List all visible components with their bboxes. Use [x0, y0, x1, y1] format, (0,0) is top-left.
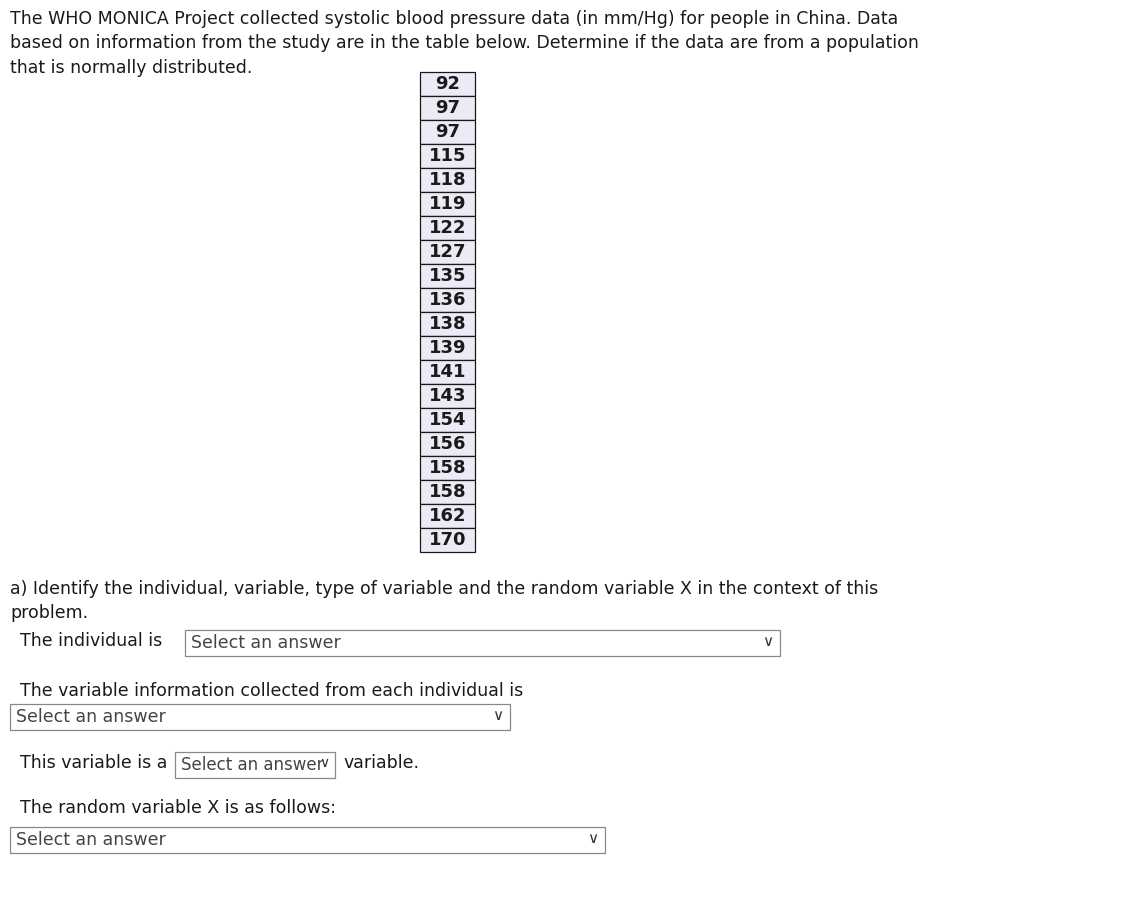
Text: The random variable X is as follows:: The random variable X is as follows:	[20, 799, 336, 817]
Text: 158: 158	[429, 483, 466, 501]
Text: The variable information collected from each individual is: The variable information collected from …	[20, 682, 524, 700]
Text: 139: 139	[429, 339, 466, 357]
Text: ∨: ∨	[492, 708, 503, 723]
Text: The individual is: The individual is	[20, 632, 162, 650]
Text: ∨: ∨	[319, 756, 329, 770]
Text: 135: 135	[429, 267, 466, 285]
Text: 115: 115	[429, 147, 466, 165]
Text: Select an answer: Select an answer	[16, 831, 166, 849]
Text: 118: 118	[429, 171, 466, 189]
Text: The WHO MONICA Project collected systolic blood pressure data (in mm/Hg) for peo: The WHO MONICA Project collected systoli…	[10, 10, 918, 77]
Text: 154: 154	[429, 411, 466, 429]
Text: 156: 156	[429, 435, 466, 453]
Text: 136: 136	[429, 291, 466, 309]
Text: 170: 170	[429, 531, 466, 549]
Text: Select an answer: Select an answer	[181, 756, 323, 774]
Text: 92: 92	[435, 75, 460, 93]
Text: variable.: variable.	[343, 754, 418, 772]
Text: This variable is a: This variable is a	[20, 754, 167, 772]
Text: 119: 119	[429, 195, 466, 213]
Text: Select an answer: Select an answer	[16, 708, 166, 726]
Text: 162: 162	[429, 507, 466, 525]
Text: 138: 138	[429, 315, 466, 333]
Text: 127: 127	[429, 243, 466, 261]
Text: ∨: ∨	[762, 634, 774, 649]
Text: 97: 97	[435, 123, 460, 141]
Text: a) Identify the individual, variable, type of variable and the random variable X: a) Identify the individual, variable, ty…	[10, 580, 879, 622]
Text: Select an answer: Select an answer	[191, 634, 340, 652]
Text: 122: 122	[429, 219, 466, 237]
Text: 158: 158	[429, 459, 466, 477]
Text: ∨: ∨	[587, 831, 598, 846]
Text: 97: 97	[435, 99, 460, 117]
Text: 143: 143	[429, 387, 466, 405]
Text: 141: 141	[429, 363, 466, 381]
